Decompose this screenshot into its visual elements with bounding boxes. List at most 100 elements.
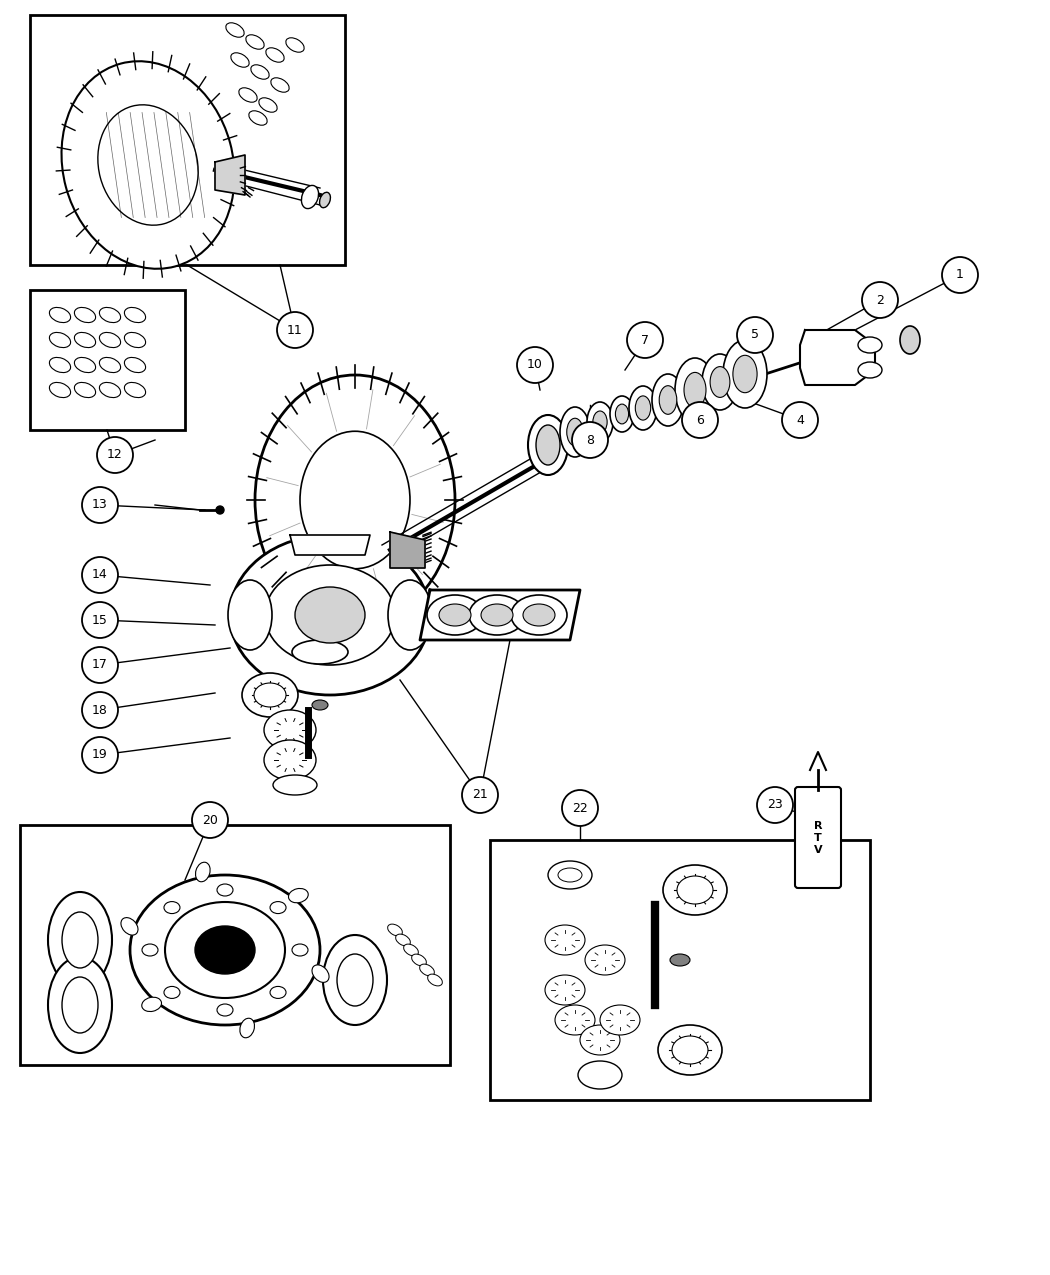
Ellipse shape [900, 326, 920, 354]
Ellipse shape [659, 386, 677, 414]
Ellipse shape [98, 105, 198, 226]
Ellipse shape [702, 354, 738, 411]
Circle shape [782, 402, 818, 439]
Ellipse shape [323, 935, 387, 1025]
Ellipse shape [481, 604, 513, 626]
Ellipse shape [558, 868, 582, 882]
Text: 7: 7 [640, 334, 649, 347]
Ellipse shape [255, 375, 455, 625]
Ellipse shape [286, 38, 304, 52]
Text: 2: 2 [876, 293, 884, 306]
Ellipse shape [266, 47, 285, 62]
Ellipse shape [677, 876, 713, 904]
Ellipse shape [165, 901, 285, 998]
Ellipse shape [388, 580, 432, 650]
Ellipse shape [337, 954, 373, 1006]
Circle shape [82, 557, 118, 593]
Ellipse shape [548, 861, 592, 889]
Ellipse shape [670, 954, 690, 966]
Ellipse shape [121, 918, 138, 935]
Ellipse shape [663, 864, 727, 915]
Text: 14: 14 [92, 569, 108, 581]
Ellipse shape [658, 1025, 722, 1075]
Ellipse shape [528, 414, 568, 476]
Ellipse shape [439, 604, 471, 626]
Circle shape [82, 487, 118, 523]
Ellipse shape [62, 977, 98, 1033]
Ellipse shape [254, 683, 286, 708]
Ellipse shape [49, 382, 70, 398]
Circle shape [82, 602, 118, 638]
Ellipse shape [652, 374, 684, 426]
Ellipse shape [610, 397, 634, 432]
Ellipse shape [270, 901, 286, 914]
Ellipse shape [684, 372, 706, 408]
Ellipse shape [273, 775, 317, 796]
FancyBboxPatch shape [795, 787, 841, 887]
Ellipse shape [629, 386, 657, 430]
Ellipse shape [217, 884, 233, 896]
Ellipse shape [578, 1061, 622, 1089]
Ellipse shape [217, 1003, 233, 1016]
Ellipse shape [289, 889, 309, 903]
Ellipse shape [710, 367, 730, 398]
Circle shape [562, 790, 598, 826]
Ellipse shape [142, 997, 162, 1011]
Ellipse shape [239, 1019, 254, 1038]
Ellipse shape [585, 945, 625, 975]
Ellipse shape [555, 1005, 595, 1035]
Text: 13: 13 [92, 499, 108, 511]
Ellipse shape [675, 358, 715, 422]
Circle shape [682, 402, 718, 439]
Text: 21: 21 [472, 788, 488, 802]
Ellipse shape [270, 987, 286, 998]
Ellipse shape [300, 431, 410, 569]
Text: 19: 19 [92, 748, 108, 761]
Ellipse shape [49, 307, 70, 323]
Circle shape [942, 258, 978, 293]
Text: R
T
V: R T V [814, 821, 822, 854]
Ellipse shape [195, 926, 255, 974]
Circle shape [192, 802, 228, 838]
Ellipse shape [238, 88, 257, 102]
Ellipse shape [142, 944, 157, 956]
Ellipse shape [75, 357, 96, 372]
Ellipse shape [228, 580, 272, 650]
Text: 20: 20 [202, 813, 218, 826]
Ellipse shape [511, 595, 567, 635]
Circle shape [757, 787, 793, 822]
Circle shape [277, 312, 313, 348]
Ellipse shape [593, 411, 607, 434]
Ellipse shape [231, 52, 249, 68]
Ellipse shape [62, 61, 234, 269]
Text: 12: 12 [107, 449, 123, 462]
Circle shape [572, 422, 608, 458]
Ellipse shape [567, 418, 583, 446]
Ellipse shape [124, 333, 146, 348]
Ellipse shape [587, 402, 613, 442]
Ellipse shape [164, 987, 180, 998]
Circle shape [517, 347, 553, 382]
Ellipse shape [312, 700, 328, 710]
Ellipse shape [130, 875, 320, 1025]
Ellipse shape [75, 307, 96, 323]
Ellipse shape [100, 333, 121, 348]
Ellipse shape [560, 407, 590, 456]
Circle shape [216, 506, 224, 514]
Ellipse shape [733, 356, 757, 393]
Ellipse shape [49, 357, 70, 372]
Ellipse shape [580, 1025, 620, 1054]
Polygon shape [420, 590, 580, 640]
Ellipse shape [230, 536, 430, 695]
Circle shape [862, 282, 898, 317]
Ellipse shape [427, 595, 483, 635]
Text: 1: 1 [957, 269, 964, 282]
Text: 18: 18 [92, 704, 108, 717]
Ellipse shape [264, 740, 316, 780]
Circle shape [82, 692, 118, 728]
Ellipse shape [48, 958, 112, 1053]
Bar [490, 840, 870, 1100]
Ellipse shape [249, 111, 267, 125]
Polygon shape [290, 536, 370, 555]
Circle shape [737, 317, 773, 353]
